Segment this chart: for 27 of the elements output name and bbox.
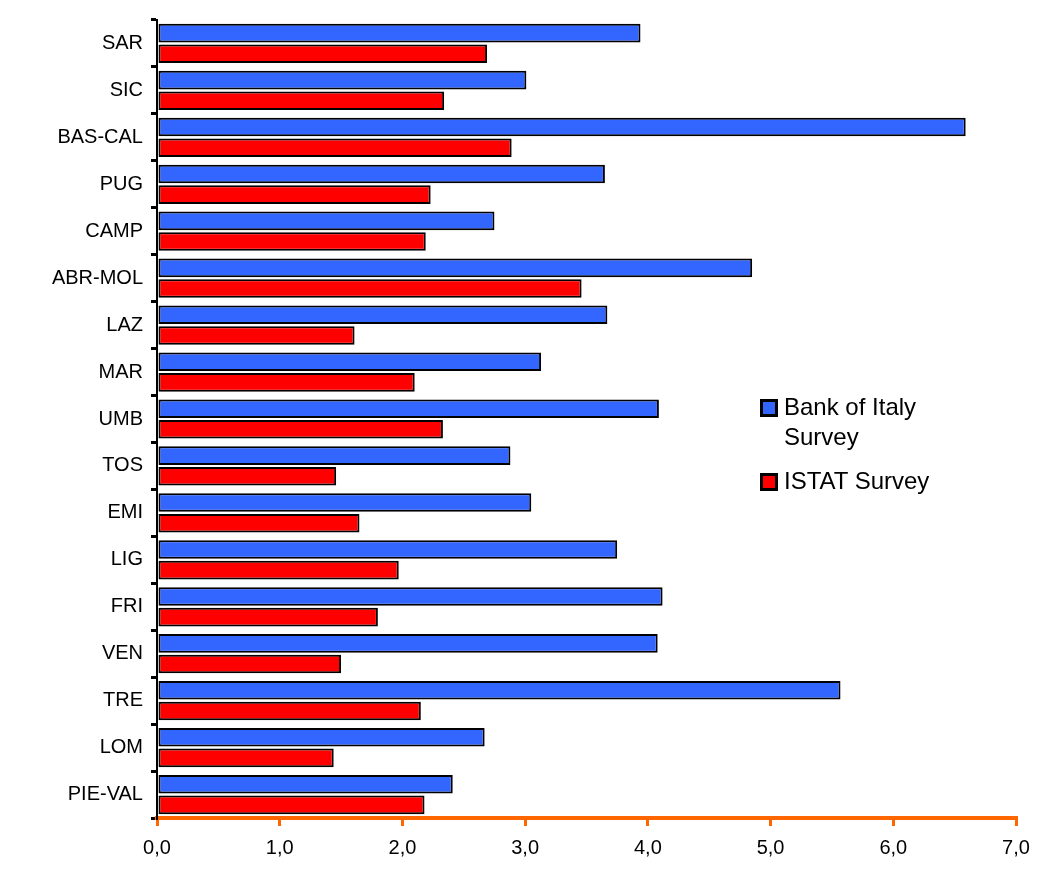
y-tick-label: FRI (110, 594, 143, 617)
y-tick-label: MAR (98, 359, 143, 382)
y-tick-label: EMI (107, 500, 143, 523)
x-tick-label: 7,0 (1002, 835, 1030, 858)
y-tick-label: SAR (101, 30, 143, 53)
y-tick-label: LIG (110, 547, 143, 570)
legend-label: ISTAT Survey (784, 466, 931, 496)
y-tick-label: LOM (99, 735, 143, 758)
y-tick-label: BAS-CAL (57, 124, 143, 147)
y-tick-label: TRE (103, 688, 143, 711)
y-tick-label: ABR-MOL (51, 265, 143, 288)
x-tick-label: 4,0 (633, 835, 662, 858)
legend-label: Bank of Italy Survey (784, 392, 918, 452)
x-tick-label: 6,0 (879, 835, 908, 858)
y-tick-label: CAMP (85, 218, 143, 241)
y-tick-label: VEN (101, 641, 143, 664)
y-tick-label: PIE-VAL (67, 782, 143, 805)
x-tick-label: 3,0 (511, 835, 540, 858)
x-tick-label: 2,0 (388, 835, 417, 858)
y-tick-label: LAZ (106, 312, 143, 335)
y-tick-label: TOS (102, 453, 143, 476)
x-tick-label: 1,0 (265, 835, 294, 858)
y-tick-label: SIC (109, 77, 143, 100)
x-tick-label: 0,0 (143, 835, 171, 858)
y-tick-label: UMB (98, 406, 143, 429)
y-tick-label: PUG (99, 171, 143, 194)
x-tick-label: 5,0 (756, 835, 785, 858)
